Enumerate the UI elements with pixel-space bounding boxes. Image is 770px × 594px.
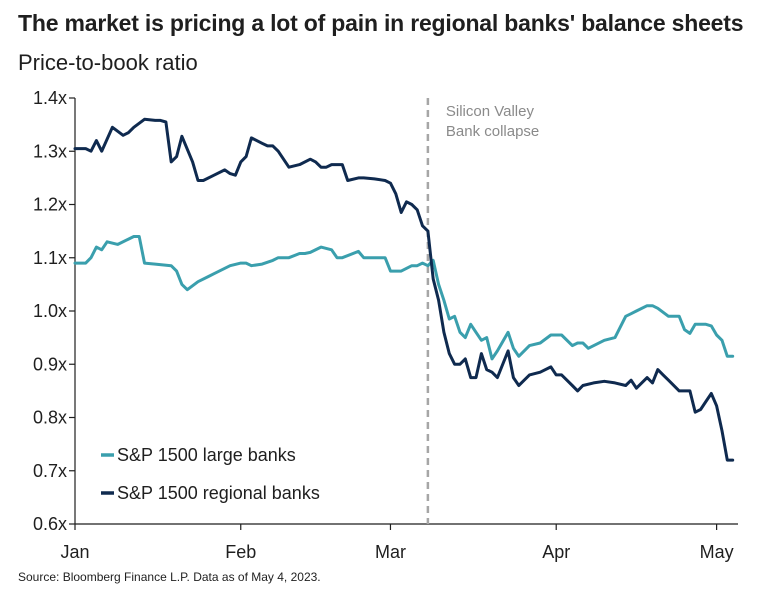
chart-legend: S&P 1500 large banks S&P 1500 regional ba… <box>101 445 320 503</box>
y-tick-label: 1.2x <box>33 195 67 215</box>
svb-annotation: Silicon Valley Bank collapse <box>426 98 539 524</box>
y-tick-label: 0.7x <box>33 461 67 481</box>
y-tick-label: 0.6x <box>33 514 67 534</box>
x-tick-label: Jan <box>60 542 89 562</box>
x-tick-label: Mar <box>375 542 406 562</box>
chart-title: The market is pricing a lot of pain in r… <box>18 10 744 36</box>
x-tick-label: Apr <box>542 542 570 562</box>
y-tick-label: 1.1x <box>33 248 67 268</box>
legend-label: S&P 1500 regional banks <box>117 483 320 503</box>
source-note: Source: Bloomberg Finance L.P. Data as o… <box>18 570 321 584</box>
legend-label: S&P 1500 large banks <box>117 445 296 465</box>
x-tick-label: May <box>700 542 734 562</box>
y-tick-label: 0.8x <box>33 408 67 428</box>
chart-subtitle: Price-to-book ratio <box>18 50 198 75</box>
y-tick-label: 0.9x <box>33 354 67 374</box>
series-line-large-banks <box>73 235 735 361</box>
annotation-label: Silicon Valley <box>446 103 535 120</box>
y-tick-label: 1.4x <box>33 88 67 108</box>
series-layer <box>73 117 735 462</box>
y-tick-label: 1.3x <box>33 141 67 161</box>
y-tick-label: 1.0x <box>33 301 67 321</box>
x-tick-label: Feb <box>225 542 256 562</box>
chart-axes: 0.6x 0.7x 0.8x 0.9x 1.0x 1.1x 1.2x 1.3x 1.4x Jan F… <box>33 88 738 562</box>
series-line-regional-banks <box>73 117 735 462</box>
annotation-label: Bank collapse <box>446 123 539 140</box>
